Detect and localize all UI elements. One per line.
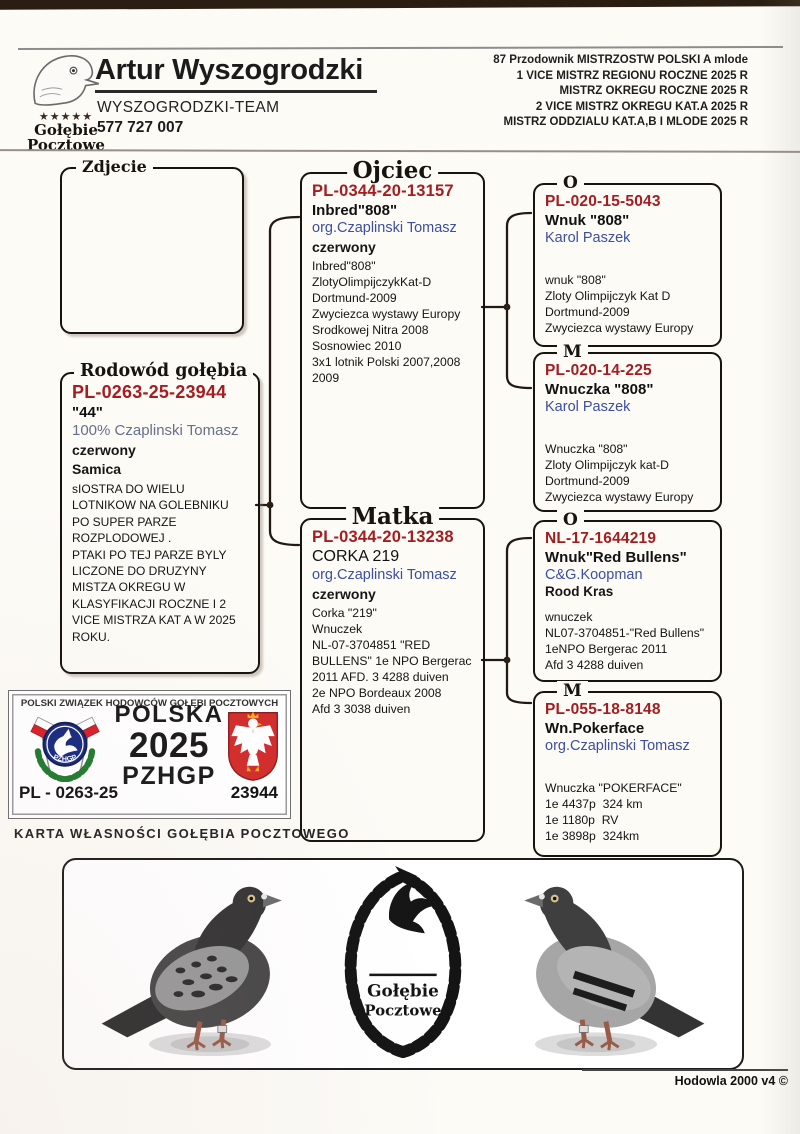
wreath-brand-line2: Pocztowe bbox=[364, 1001, 441, 1019]
photo-box-label: Zdjecie bbox=[76, 157, 153, 176]
grandparent-name: Wn.Pokerface bbox=[545, 720, 645, 737]
bird-sex: Samica bbox=[72, 461, 122, 477]
grandparent-breed bbox=[545, 755, 711, 777]
grandparent-breed: Rood Kras bbox=[545, 584, 614, 599]
grandparent-box-label: O bbox=[557, 173, 584, 193]
bird-notes: sIOSTRA DO WIELU LOTNIKOW NA GOLEBNIKU P… bbox=[72, 482, 236, 644]
grandparent-ring-number: PL-055-18-8148 bbox=[545, 701, 661, 718]
grandmother-maternal-box: M PL-055-18-8148 Wn.Pokerface org.Czapli… bbox=[533, 681, 722, 857]
grandparent-box-label: M bbox=[557, 342, 588, 362]
stamp-ring-number: 23944 bbox=[230, 783, 278, 802]
breeder-name: Artur Wyszogrodzki bbox=[95, 54, 377, 93]
grandparent-fancier: Karol Paszek bbox=[545, 399, 631, 415]
grandparent-details: wnuk "808" Zloty Olimpijczyk Kat D Dortm… bbox=[545, 273, 694, 335]
polish-eagle-crest-icon bbox=[228, 711, 278, 781]
stamp-federation-title: POLSKI ZWIĄZEK HODOWCÓW GOŁĘBI POCZTOWYC… bbox=[20, 698, 279, 709]
software-credit: Hodowla 2000 v4 © bbox=[674, 1074, 788, 1088]
bird-box-label: Rodowód gołębia bbox=[74, 361, 254, 381]
achievement-line: 2 VICE MISTRZ OKREGU KAT.A 2025 R bbox=[535, 100, 748, 113]
pigeons-photo-panel: Gołębie Pocztowe bbox=[62, 858, 744, 1070]
logo-brand-line1: Gołębie bbox=[34, 121, 98, 139]
father-box: Ojciec PL-0344-20-13157 Inbred"808" org.… bbox=[300, 157, 485, 509]
grandparent-details: Wnuczka "POKERFACE" 1e 4437p 324 km 1e 1… bbox=[545, 781, 682, 843]
grandparent-box-label: M bbox=[557, 681, 588, 701]
logo-stars: ★★★★★ bbox=[38, 111, 94, 123]
bird-box: Rodowód gołębia PL-0263-25-23944 "44" 10… bbox=[60, 361, 260, 674]
breeder-phone: 577 727 007 bbox=[97, 119, 184, 136]
mother-color: czerwony bbox=[312, 586, 376, 602]
grandparent-fancier: C&G.Koopman bbox=[545, 567, 643, 583]
achievement-line: 87 Przodownik MISTRZOSTW POLSKI A mlode bbox=[493, 54, 748, 66]
achievements-list: 87 Przodownik MISTRZOSTW POLSKI A mlode … bbox=[493, 53, 748, 131]
wreath-brand-line1: Gołębie bbox=[367, 981, 439, 1001]
pzhgp-ownership-stamp: POLSKI ZWIĄZEK HODOWCÓW GOŁĘBI POCZTOWYC… bbox=[8, 690, 291, 819]
ownership-card-title: KARTA WŁASNOŚCI GOŁĘBIA POCZTOWEGO bbox=[14, 826, 350, 841]
achievement-line: MISTRZ ODDZIALU KAT.A,B I MLODE 2025 R bbox=[503, 116, 749, 129]
grandparent-fancier: Karol Paszek bbox=[545, 230, 631, 246]
grandfather-paternal-box: O PL-020-15-5043 Wnuk "808" Karol Paszek… bbox=[533, 173, 722, 347]
achievement-line: 1 VICE MISTRZ REGIONU ROCZNE 2025 R bbox=[516, 69, 748, 82]
grandfather-maternal-box: O NL-17-1644219 Wnuk"Red Bullens" C&G.Ko… bbox=[533, 510, 722, 682]
breeder-team: WYSZOGRODZKI-TEAM bbox=[97, 99, 280, 116]
grandparent-details: Wnuczka "808" Zloty Olimpijczyk kat-D Do… bbox=[545, 442, 694, 504]
pzhgp-emblem-icon: PZHGP bbox=[30, 716, 100, 782]
father-name: Inbred"808" bbox=[312, 202, 398, 219]
stamp-ring-prefix: PL - 0263-25 bbox=[19, 783, 118, 802]
photo-placeholder-box: Zdjecie bbox=[60, 157, 244, 334]
grandmother-paternal-box: M PL-020-14-225 Wnuczka "808" Karol Pasz… bbox=[533, 342, 722, 512]
bird-origin: 100% Czaplinski Tomasz bbox=[72, 422, 239, 439]
achievement-line: MISTRZ OKREGU ROCZNE 2025 R bbox=[559, 85, 749, 98]
bird-ring-number: PL-0263-25-23944 bbox=[72, 382, 227, 402]
father-ring-number: PL-0344-20-13157 bbox=[312, 182, 454, 200]
grandparent-ring-number: PL-020-15-5043 bbox=[545, 193, 661, 210]
mother-details: Corka "219" Wnuczek NL-07-3704851 "RED B… bbox=[312, 606, 472, 716]
grandparent-box-label: O bbox=[557, 510, 584, 530]
stamp-country: POLSKA bbox=[114, 701, 224, 728]
stamp-year: 2025 bbox=[129, 726, 209, 765]
stamp-center-text: POLSKA 2025 PZHGP bbox=[114, 703, 223, 789]
grandparent-name: Wnuczka "808" bbox=[545, 381, 654, 398]
emblem-org-text: PZHGP bbox=[52, 752, 78, 763]
svg-text:PZHGP: PZHGP bbox=[52, 752, 78, 763]
bird-color: czerwony bbox=[72, 442, 136, 458]
grandparent-fancier: org.Czaplinski Tomasz bbox=[545, 738, 690, 754]
mother-box-label: Matka bbox=[345, 503, 440, 530]
mother-name: CORKA 219 bbox=[312, 548, 400, 565]
right-pigeon-photo bbox=[524, 886, 705, 1057]
stamp-org: PZHGP bbox=[122, 762, 216, 790]
grandparent-name: Wnuk "808" bbox=[545, 212, 630, 229]
father-color: czerwony bbox=[312, 239, 376, 255]
left-pigeon-photo bbox=[101, 886, 282, 1057]
grandparent-ring-number: NL-17-1644219 bbox=[545, 530, 657, 547]
father-box-label: Ojciec bbox=[346, 157, 439, 184]
club-wreath-logo: Gołębie Pocztowe bbox=[344, 865, 462, 1059]
footer-rule bbox=[582, 1069, 788, 1071]
father-fancier: org.Czaplinski Tomasz bbox=[312, 220, 457, 236]
grandparent-name: Wnuk"Red Bullens" bbox=[545, 549, 687, 566]
logo-brand-line2: Pocztowe bbox=[27, 136, 105, 154]
bird-name: "44" bbox=[72, 404, 103, 421]
grandparent-ring-number: PL-020-14-225 bbox=[545, 362, 652, 379]
grandparent-breed bbox=[545, 247, 711, 269]
mother-fancier: org.Czaplinski Tomasz bbox=[312, 567, 457, 583]
club-logo: ★★★★★ Gołębie Pocztowe bbox=[24, 50, 108, 153]
father-details: Inbred"808" ZlotyOlimpijczykKat-D Dortmu… bbox=[312, 259, 461, 385]
pigeon-head-sketch-icon bbox=[33, 55, 99, 106]
mother-ring-number: PL-0344-20-13238 bbox=[312, 528, 454, 546]
mother-box: Matka PL-0344-20-13238 CORKA 219 org.Cza… bbox=[300, 503, 485, 842]
grandparent-breed bbox=[545, 416, 711, 438]
grandparent-details: wnuczek NL07-3704851-"Red Bullens" 1eNPO… bbox=[545, 610, 705, 672]
